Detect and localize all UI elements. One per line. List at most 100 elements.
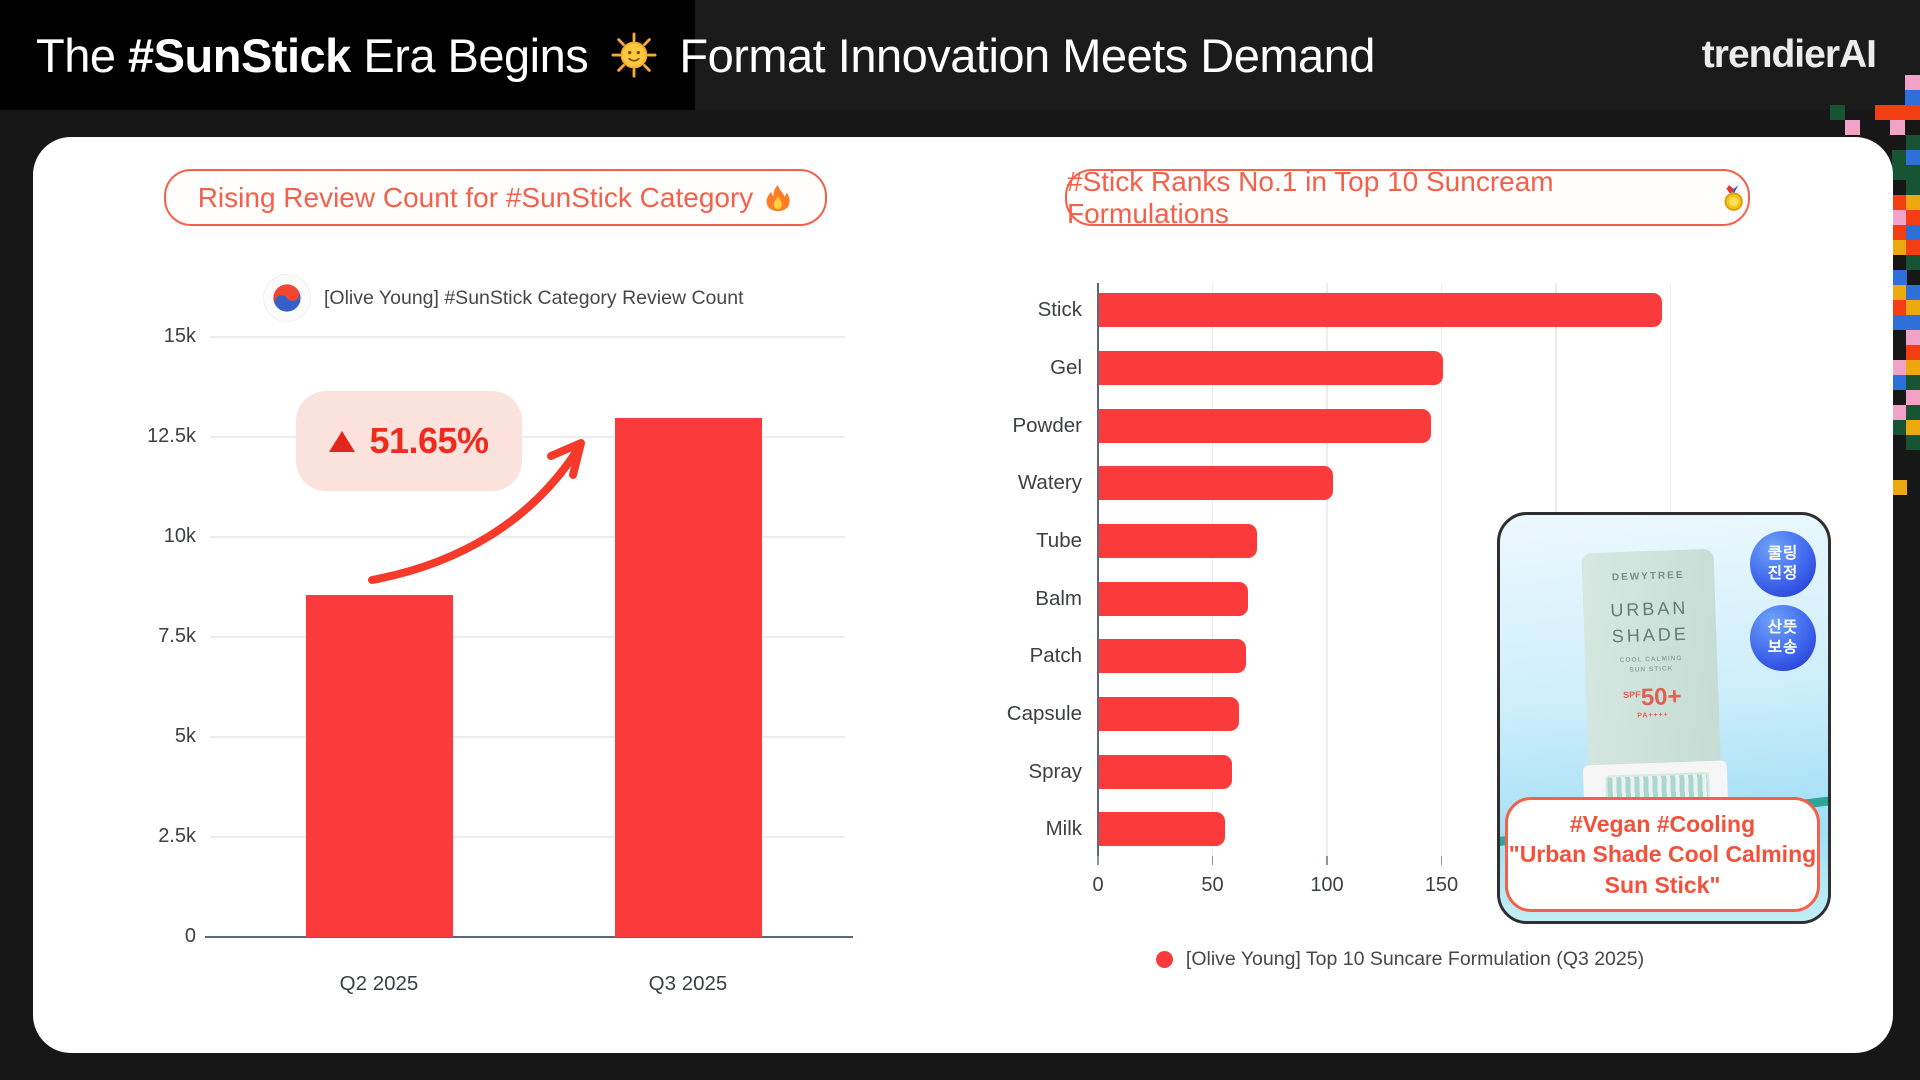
- left-xcat-label: Q2 2025: [339, 972, 419, 995]
- left-ytick-label: 12.5k: [147, 425, 196, 447]
- product-name-2: SHADE: [1611, 623, 1690, 647]
- mosaic-cell: [1906, 315, 1920, 330]
- mosaic-cell: [1906, 225, 1920, 240]
- title-mid: Era Begins: [350, 28, 601, 82]
- right-xtick-label: 0: [1092, 874, 1104, 896]
- mosaic-cell: [1892, 300, 1907, 315]
- mosaic-cell: [1892, 360, 1907, 375]
- left-gridline: [210, 336, 845, 338]
- left-ytick-label: 10k: [163, 525, 196, 547]
- product-name-1: URBAN: [1610, 597, 1689, 621]
- mosaic-cell: [1892, 225, 1907, 240]
- left-chart-title-pill: Rising Review Count for #SunStick Catego…: [164, 169, 827, 226]
- product-sub-2: SUN STICK: [1629, 665, 1674, 674]
- left-chart-title: Rising Review Count for #SunStick Catego…: [197, 181, 754, 213]
- right-bar-capsule: [1099, 696, 1239, 731]
- left-x-axis: [205, 935, 853, 938]
- right-tick-mark: [1211, 856, 1214, 865]
- mosaic-cell: [1906, 210, 1920, 225]
- right-cat-label-milk: Milk: [1045, 817, 1082, 841]
- right-xtick-label: 100: [1310, 874, 1344, 896]
- right-bar-watery: [1099, 466, 1333, 501]
- mosaic-cell: [1906, 255, 1920, 270]
- caption-line-1: #Vegan #Cooling: [1569, 810, 1756, 837]
- mosaic-cell: [1892, 405, 1907, 420]
- mosaic-cell: [1892, 210, 1907, 225]
- mosaic-cell: [1905, 75, 1920, 90]
- mosaic-cell: [1906, 135, 1920, 150]
- mosaic-cell: [1905, 90, 1920, 105]
- mosaic-cell: [1906, 375, 1920, 390]
- mosaic-cell: [1890, 105, 1905, 120]
- right-chart-title: #Stick Ranks No.1 in Top 10 Suncream For…: [1067, 165, 1554, 229]
- right-cat-label-balm: Balm: [1035, 586, 1082, 610]
- header-black-block: [0, 0, 695, 110]
- title-hashtag: #SunStick: [128, 28, 351, 82]
- mosaic-cell: [1892, 420, 1907, 435]
- caption-line-2: "Urban Shade Cool Calming: [1508, 841, 1817, 868]
- spf-value: 50+: [1640, 682, 1682, 712]
- left-gridline: [210, 736, 845, 738]
- right-xtick-label: 150: [1424, 874, 1459, 896]
- left-chart-legend: [Olive Young] #SunStick Category Review …: [263, 274, 744, 322]
- mosaic-cell: [1906, 345, 1920, 360]
- right-legend-label: [Olive Young] Top 10 Suncare Formulation…: [1185, 948, 1645, 970]
- left-ytick-label: 5k: [174, 725, 196, 747]
- title-post: Format Innovation Meets Demand: [666, 28, 1375, 82]
- right-bar-powder: [1099, 408, 1432, 443]
- mosaic-cell: [1905, 105, 1920, 120]
- right-cat-label-watery: Watery: [1017, 471, 1082, 495]
- product-caption-pill: #Vegan #Cooling "Urban Shade Cool Calmin…: [1505, 797, 1820, 912]
- mosaic-cell: [1906, 195, 1920, 210]
- left-ytick-label: 15k: [163, 325, 196, 347]
- gold-medal-icon: [1724, 184, 1743, 211]
- right-bar-spray: [1099, 754, 1232, 789]
- spf-prefix: SPF: [1623, 689, 1641, 700]
- right-tick-mark: [1440, 856, 1443, 865]
- mosaic-cell: [1892, 285, 1907, 300]
- cooling-calming-badge: 쿨링 진정: [1750, 531, 1816, 597]
- caption-line-3: Sun Stick": [1604, 871, 1721, 898]
- mosaic-cell: [1892, 165, 1907, 180]
- mosaic-cell: [1906, 240, 1920, 255]
- right-xtick-label: 50: [1201, 874, 1224, 896]
- sun-stick-product: DEWYTREE URBAN SHADE COOL CALMING SUN STIC…: [1581, 548, 1729, 822]
- right-cat-label-tube: Tube: [1036, 529, 1082, 552]
- growth-badge: 51.65%: [296, 391, 522, 491]
- title-pre: The: [36, 28, 129, 82]
- product-sub-1: COOL CALMING: [1619, 655, 1683, 665]
- mosaic-cell: [1906, 165, 1920, 180]
- brand-logo: trendierAI: [1701, 33, 1877, 76]
- mosaic-cell: [1906, 420, 1920, 435]
- right-cat-label-capsule: Capsule: [1006, 701, 1082, 725]
- right-chart-legend: [Olive Young] Top 10 Suncare Formulation…: [1100, 948, 1700, 971]
- mosaic-cell: [1890, 120, 1905, 135]
- right-cat-label-patch: Patch: [1029, 644, 1082, 668]
- left-ytick-label: 2.5k: [158, 825, 196, 847]
- mosaic-cell: [1830, 105, 1845, 120]
- right-tick-mark: [1097, 856, 1099, 865]
- mosaic-cell: [1906, 150, 1920, 165]
- product-brand: DEWYTREE: [1611, 569, 1685, 584]
- right-gridline: [1326, 283, 1328, 856]
- growth-value: 51.65%: [369, 420, 489, 461]
- mosaic-cell: [1906, 300, 1920, 315]
- sun-with-face-icon: [611, 32, 657, 78]
- mosaic-cell: [1906, 285, 1920, 300]
- spf-pa: PA++++: [1637, 711, 1669, 720]
- left-gridline: [210, 836, 845, 838]
- left-ytick-label: 0: [184, 925, 196, 947]
- right-bar-patch: [1099, 639, 1246, 674]
- mosaic-cell: [1906, 330, 1920, 345]
- fire-icon: [766, 184, 790, 211]
- mosaic-cell: [1875, 105, 1890, 120]
- mosaic-cell: [1906, 180, 1920, 195]
- mosaic-cell: [1906, 435, 1920, 450]
- right-bar-balm: [1099, 581, 1248, 616]
- up-triangle-icon: [329, 430, 356, 452]
- mosaic-cell: [1892, 150, 1907, 165]
- mosaic-cell: [1906, 360, 1920, 375]
- mosaic-cell: [1906, 405, 1920, 420]
- right-bar-tube: [1099, 524, 1257, 558]
- right-cat-label-gel: Gel: [1050, 356, 1082, 380]
